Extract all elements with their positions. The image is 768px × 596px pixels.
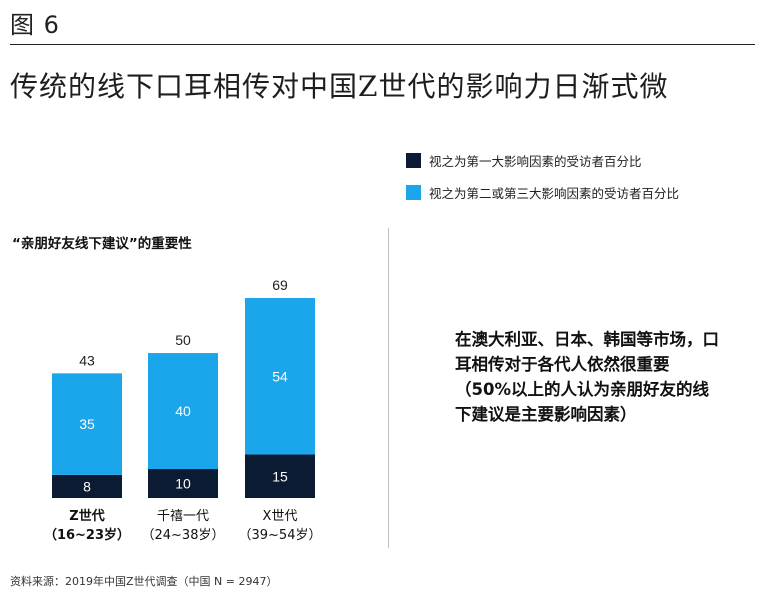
legend-label-first-factor: 视之为第一大影响因素的受访者百分比: [429, 153, 642, 169]
bar-value-label: 54: [272, 368, 288, 384]
chart-title: “亲朋好友线下建议”的重要性: [12, 236, 192, 252]
bar-value-label: 35: [79, 416, 95, 432]
legend-label-second-third-factor: 视之为第二或第三大影响因素的受访者百分比: [429, 185, 680, 201]
bar-total-label: 69: [272, 277, 288, 293]
bar-segment-first-factor: [148, 469, 218, 498]
chart-legend: 视之为第一大影响因素的受访者百分比 视之为第二或第三大影响因素的受访者百分比: [406, 150, 679, 214]
vertical-divider: [388, 228, 389, 548]
stacked-bar-chart: 8 35 43 Z世代 （16~23岁） 10 40 50 千禧一代 （24~38岁） 15 54 69…: [44, 277, 322, 543]
bar-segment-first-factor: [52, 474, 122, 498]
bar-value-label: 40: [175, 403, 191, 419]
bar-total-label: 50: [175, 332, 191, 348]
x-tick-sublabel: （16~23岁）: [44, 527, 130, 543]
bar-segment-first-factor: [245, 454, 315, 498]
legend-item-second-third-factor: 视之为第二或第三大影响因素的受访者百分比: [406, 182, 679, 202]
bar-segment-second-third-factor: [148, 353, 218, 470]
bar-total-label: 43: [79, 352, 95, 368]
top-divider: [10, 44, 755, 45]
bar-segment-second-third-factor: [52, 373, 122, 475]
legend-swatch-first-factor: [406, 152, 421, 168]
bar-value-label: 15: [272, 468, 288, 484]
x-tick-sublabel: （24~38岁）: [142, 528, 225, 543]
legend-swatch-second-third-factor: [406, 184, 421, 200]
callout-text: 在澳大利亚、日本、韩国等市场，口耳相传对于各代人依然很重要（50%以上的人认为亲…: [455, 330, 719, 424]
figure-label: 图 6: [10, 11, 60, 39]
bar-segment-second-third-factor: [245, 298, 315, 455]
page-title: 传统的线下口耳相传对中国Z世代的影响力日渐式微: [10, 70, 669, 103]
x-tick-sublabel: （39~54岁）: [239, 528, 322, 543]
source-note: 资料来源：2019年中国Z世代调查（中国 N = 2947）: [10, 575, 278, 588]
bar-value-label: 8: [83, 478, 91, 494]
x-tick-label: Z世代: [69, 508, 104, 524]
x-tick-label: X世代: [263, 509, 298, 524]
bar-value-label: 10: [175, 476, 191, 492]
x-tick-label: 千禧一代: [157, 509, 209, 524]
legend-item-first-factor: 视之为第一大影响因素的受访者百分比: [406, 150, 679, 170]
